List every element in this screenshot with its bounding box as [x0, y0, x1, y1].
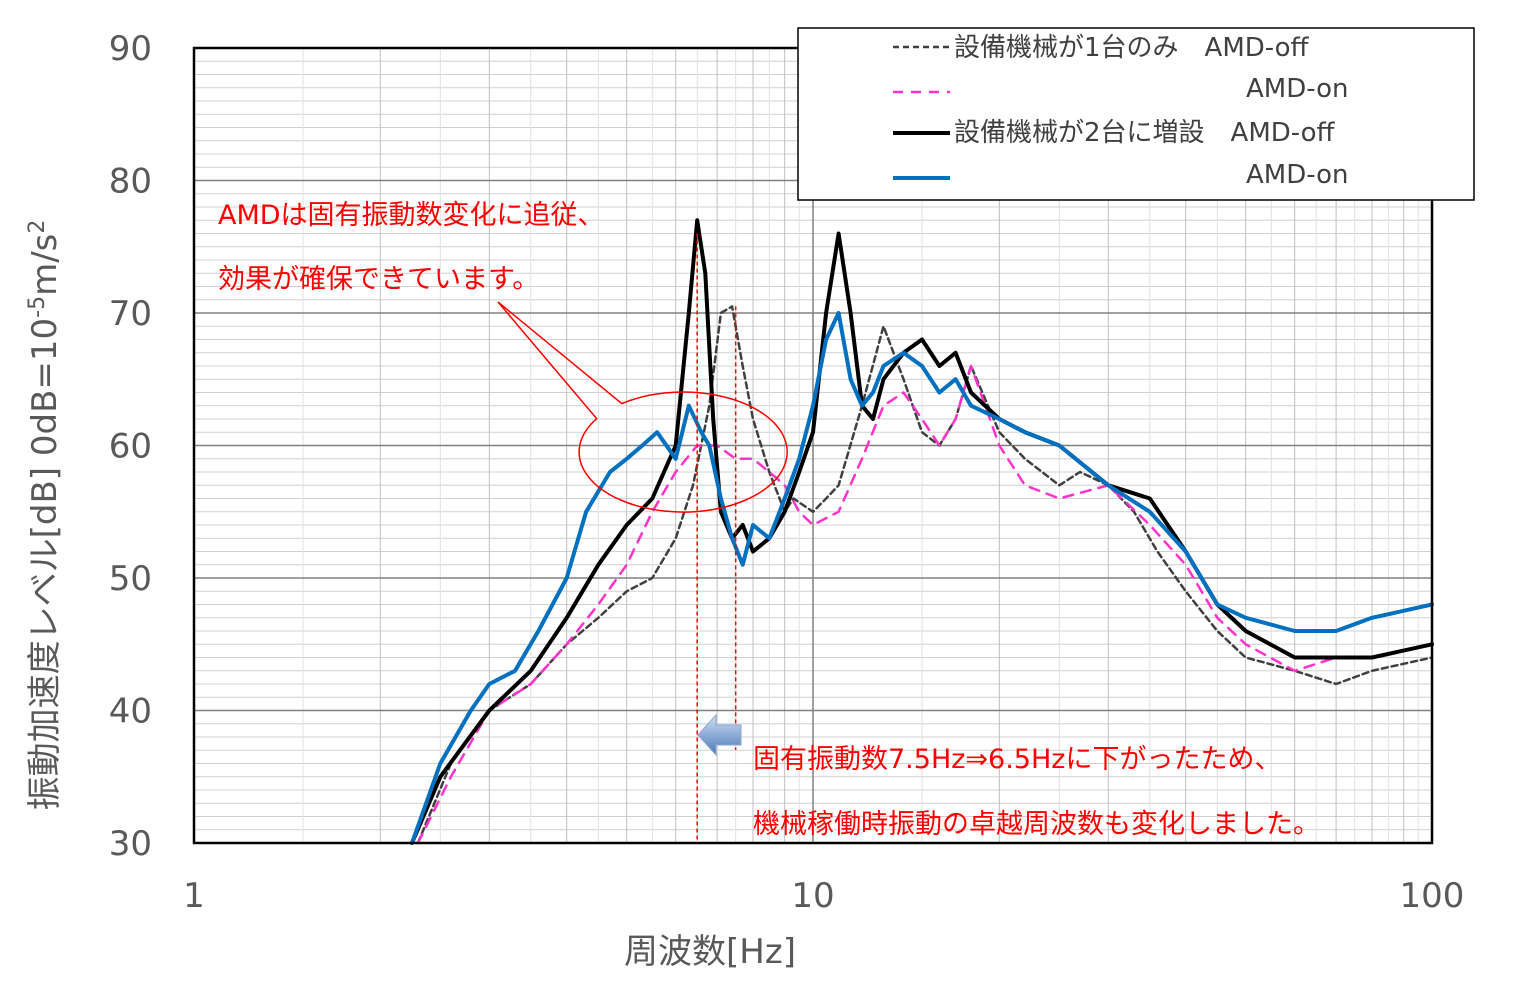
series-line-3 [410, 218, 1434, 845]
y-tick-label: 40 [109, 692, 152, 732]
y-tick-label: 60 [109, 427, 152, 467]
left-arrow-icon [697, 713, 742, 757]
left-note-line-1: AMDは固有振動数変化に追従、 [218, 200, 605, 231]
y-axis-title-exp: -5 [25, 296, 50, 318]
y-tick-label: 80 [109, 162, 152, 202]
left-note-line-2: 効果が確保できています。 [218, 264, 539, 295]
x-axis-title: 周波数[Hz] [624, 932, 796, 972]
y-tick-label: 90 [109, 29, 152, 69]
legend-box [797, 27, 1475, 201]
series-line-4 [410, 311, 1434, 845]
y-axis-title-unit: m/s [25, 234, 65, 296]
legend-label-1: 設備機械が1台のみ AMD-off [954, 33, 1310, 63]
y-tick-labels: 30 40 50 60 70 80 90 [109, 29, 152, 864]
x-tick-label: 1 [183, 876, 205, 916]
legend: 設備機械が1台のみ AMD-off AMD-on 設備機械が2台に増設 AMD-… [797, 27, 1475, 201]
legend-label-4: AMD-on [1246, 160, 1349, 190]
y-axis-title-main: 振動加速度レベル[dB] 0dB=10 [25, 318, 65, 811]
legend-label-2: AMD-on [1246, 74, 1349, 104]
y-axis-title-sup: 2 [25, 220, 50, 234]
annotation-layer: AMDは固有振動数変化に追従、 効果が確保できています。 固有振動数7.5Hz⇒… [218, 200, 1320, 843]
series-line-2 [416, 364, 1434, 845]
callout-ellipse [497, 301, 788, 513]
bottom-note-line-2: 機械稼働時振動の卓越周波数も変化しました。 [753, 809, 1320, 840]
legend-label-3: 設備機械が2台に増設 AMD-off [954, 118, 1336, 148]
y-tick-label: 50 [109, 559, 152, 599]
x-tick-labels: 1 10 100 [183, 876, 1464, 916]
series-layer [410, 218, 1434, 845]
x-tick-label: 10 [791, 876, 834, 916]
x-tick-label: 100 [1400, 876, 1465, 916]
y-tick-label: 70 [109, 294, 152, 334]
bottom-note-line-1: 固有振動数7.5Hz⇒6.5Hzに下がったため、 [753, 744, 1281, 775]
y-tick-label: 30 [109, 824, 152, 864]
series-line-1 [416, 305, 1434, 845]
y-axis-title: 振動加速度レベル[dB] 0dB=10-5m/s2 [25, 220, 65, 811]
